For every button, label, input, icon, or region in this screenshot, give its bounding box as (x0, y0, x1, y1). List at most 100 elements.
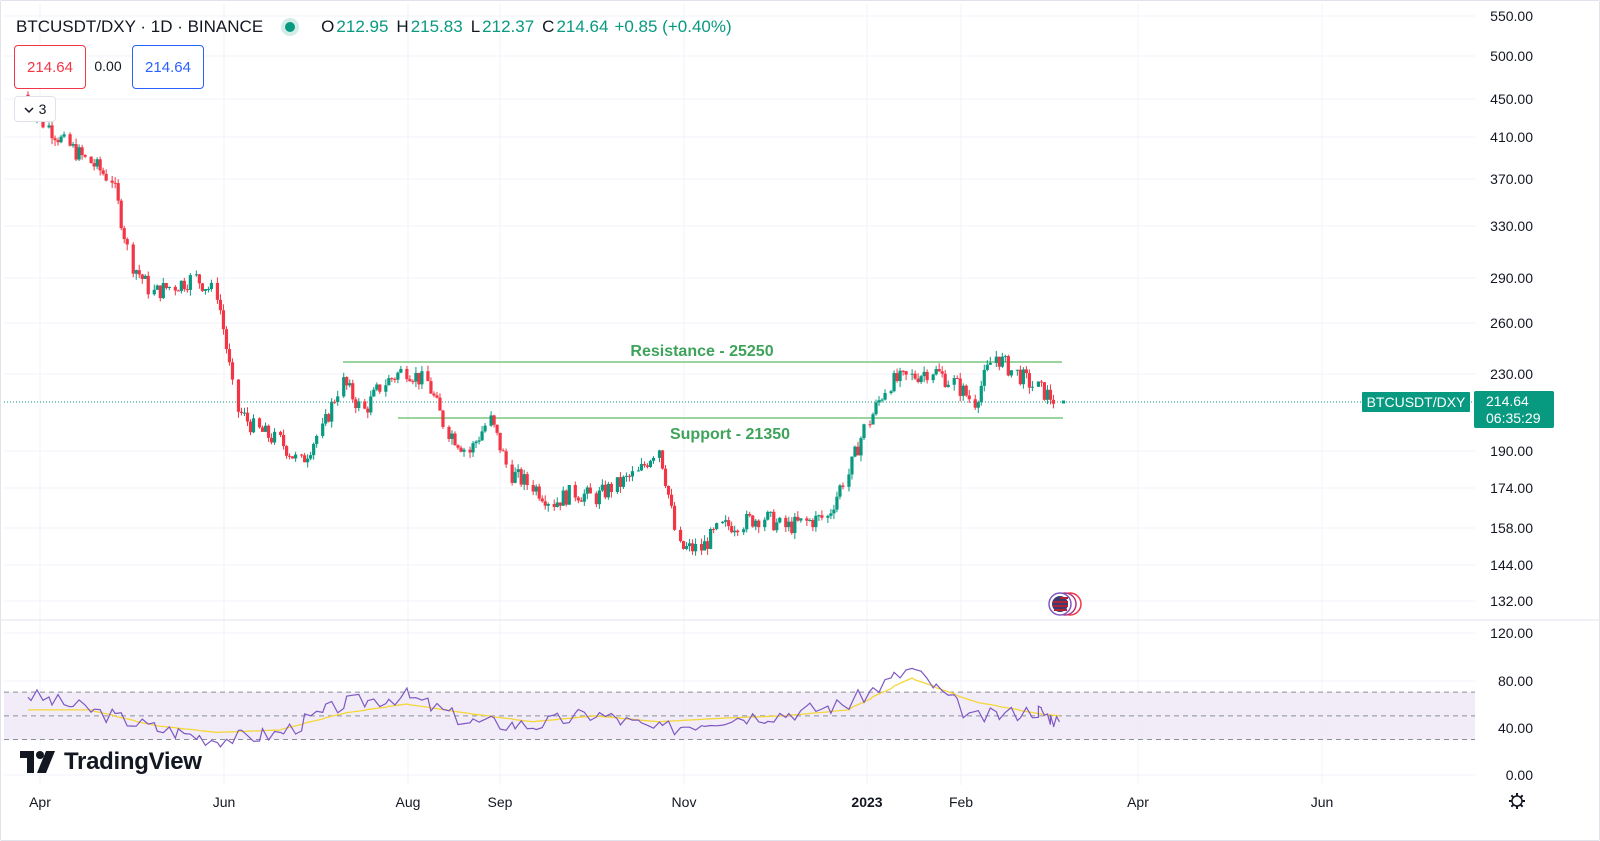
candle-body (384, 385, 388, 392)
candle-body (200, 283, 204, 291)
candle-body (345, 377, 349, 386)
candle-body (80, 147, 84, 156)
candle-body (799, 518, 803, 521)
candle-body (856, 446, 860, 456)
candle-body (197, 274, 201, 284)
candle-body (531, 485, 535, 492)
rsi-pane (4, 667, 1475, 748)
candle-body (405, 368, 409, 380)
high-label: H (396, 17, 409, 36)
candle-body (411, 381, 415, 383)
candle-body (943, 373, 947, 387)
candle-body (594, 493, 598, 505)
candle-body (552, 503, 556, 507)
gear-icon[interactable] (1509, 793, 1525, 809)
candle-body (134, 270, 138, 274)
candle-body (754, 520, 758, 527)
candle-body (516, 469, 520, 473)
candle-body (976, 402, 980, 408)
candle-body (1018, 369, 1022, 385)
candle-body (651, 457, 656, 461)
candle-body (167, 286, 171, 289)
candle-body (540, 498, 544, 502)
candle-body (898, 370, 902, 382)
candle-body (793, 516, 797, 534)
candle-body (131, 244, 135, 274)
candle-body (284, 446, 289, 456)
low-value: 212.37 (482, 17, 535, 36)
last-price-marker: 214.64 06:35:29 (1474, 391, 1554, 428)
candle-body (561, 490, 565, 506)
candle-body (435, 395, 439, 398)
candle-body (492, 415, 496, 425)
candle-body (495, 424, 499, 433)
candle-body (955, 378, 959, 380)
candle-body (77, 147, 81, 160)
grid-lines (4, 4, 1475, 785)
indicators-toggle-button[interactable]: 3 (14, 96, 56, 122)
candle-body (892, 373, 896, 392)
economic-events-icon[interactable] (1048, 592, 1082, 616)
sell-button[interactable]: 214.64 (14, 45, 86, 89)
candle-body (862, 424, 866, 439)
candle-body (74, 144, 78, 160)
level-lines: Resistance - 25250 Support - 21350 (4, 343, 1475, 443)
candle-body (645, 465, 650, 467)
buy-button[interactable]: 214.64 (132, 45, 204, 89)
y-tick-label: 550.00 (1490, 8, 1533, 24)
candle-body (221, 310, 226, 330)
candle-body (964, 385, 968, 396)
candle-body (564, 490, 568, 505)
candle-body (1003, 356, 1007, 358)
candle-body (958, 378, 962, 396)
candle-body (709, 528, 713, 549)
candle-body (687, 543, 692, 547)
candle-body (152, 289, 156, 295)
candle-body (889, 391, 893, 394)
candle-body (703, 541, 707, 551)
candle-body (303, 455, 307, 463)
candle-body (1036, 381, 1041, 387)
candle-body (110, 180, 114, 183)
candle-body (904, 371, 908, 375)
tradingview-logo[interactable]: TradingView (20, 747, 202, 777)
candle-body (56, 140, 60, 143)
candle-body (408, 379, 412, 382)
candle-body (763, 519, 767, 528)
candle-body (871, 414, 875, 425)
candle-body (453, 433, 457, 446)
candle-body (53, 138, 57, 141)
candle-body (522, 474, 526, 485)
candle-body (369, 396, 373, 413)
symbol-title[interactable]: BTCUSDT/DXY · 1D · BINANCE (16, 17, 264, 36)
candle-body (690, 543, 695, 552)
candle-body (330, 401, 334, 422)
logo-wordmark: TradingView (64, 748, 202, 775)
candle-body (721, 521, 725, 524)
candle-body (143, 275, 147, 279)
candle-body (579, 500, 583, 502)
candle-body (736, 530, 740, 533)
candle-body (501, 450, 505, 452)
candle-body (122, 228, 126, 240)
candle-body (994, 356, 998, 363)
candle-body (366, 408, 370, 413)
symbol-price-label: BTCUSDT/DXY (1362, 392, 1470, 412)
candle-body (546, 503, 550, 506)
candle-body (814, 515, 818, 528)
x-tick-label: Sep (488, 794, 513, 810)
candle-body (787, 521, 791, 528)
candle-body (294, 454, 298, 459)
candle-body (489, 415, 493, 426)
candle-body (901, 370, 905, 372)
candle-body (742, 529, 746, 533)
gear-icon-tooth (1510, 794, 1515, 799)
candle-body (203, 289, 207, 291)
candle-body (841, 485, 845, 487)
candle-body (1030, 386, 1034, 388)
candle-body (859, 438, 863, 456)
candle-body (47, 125, 51, 128)
candle-body (363, 401, 367, 409)
candle-body (188, 275, 192, 290)
